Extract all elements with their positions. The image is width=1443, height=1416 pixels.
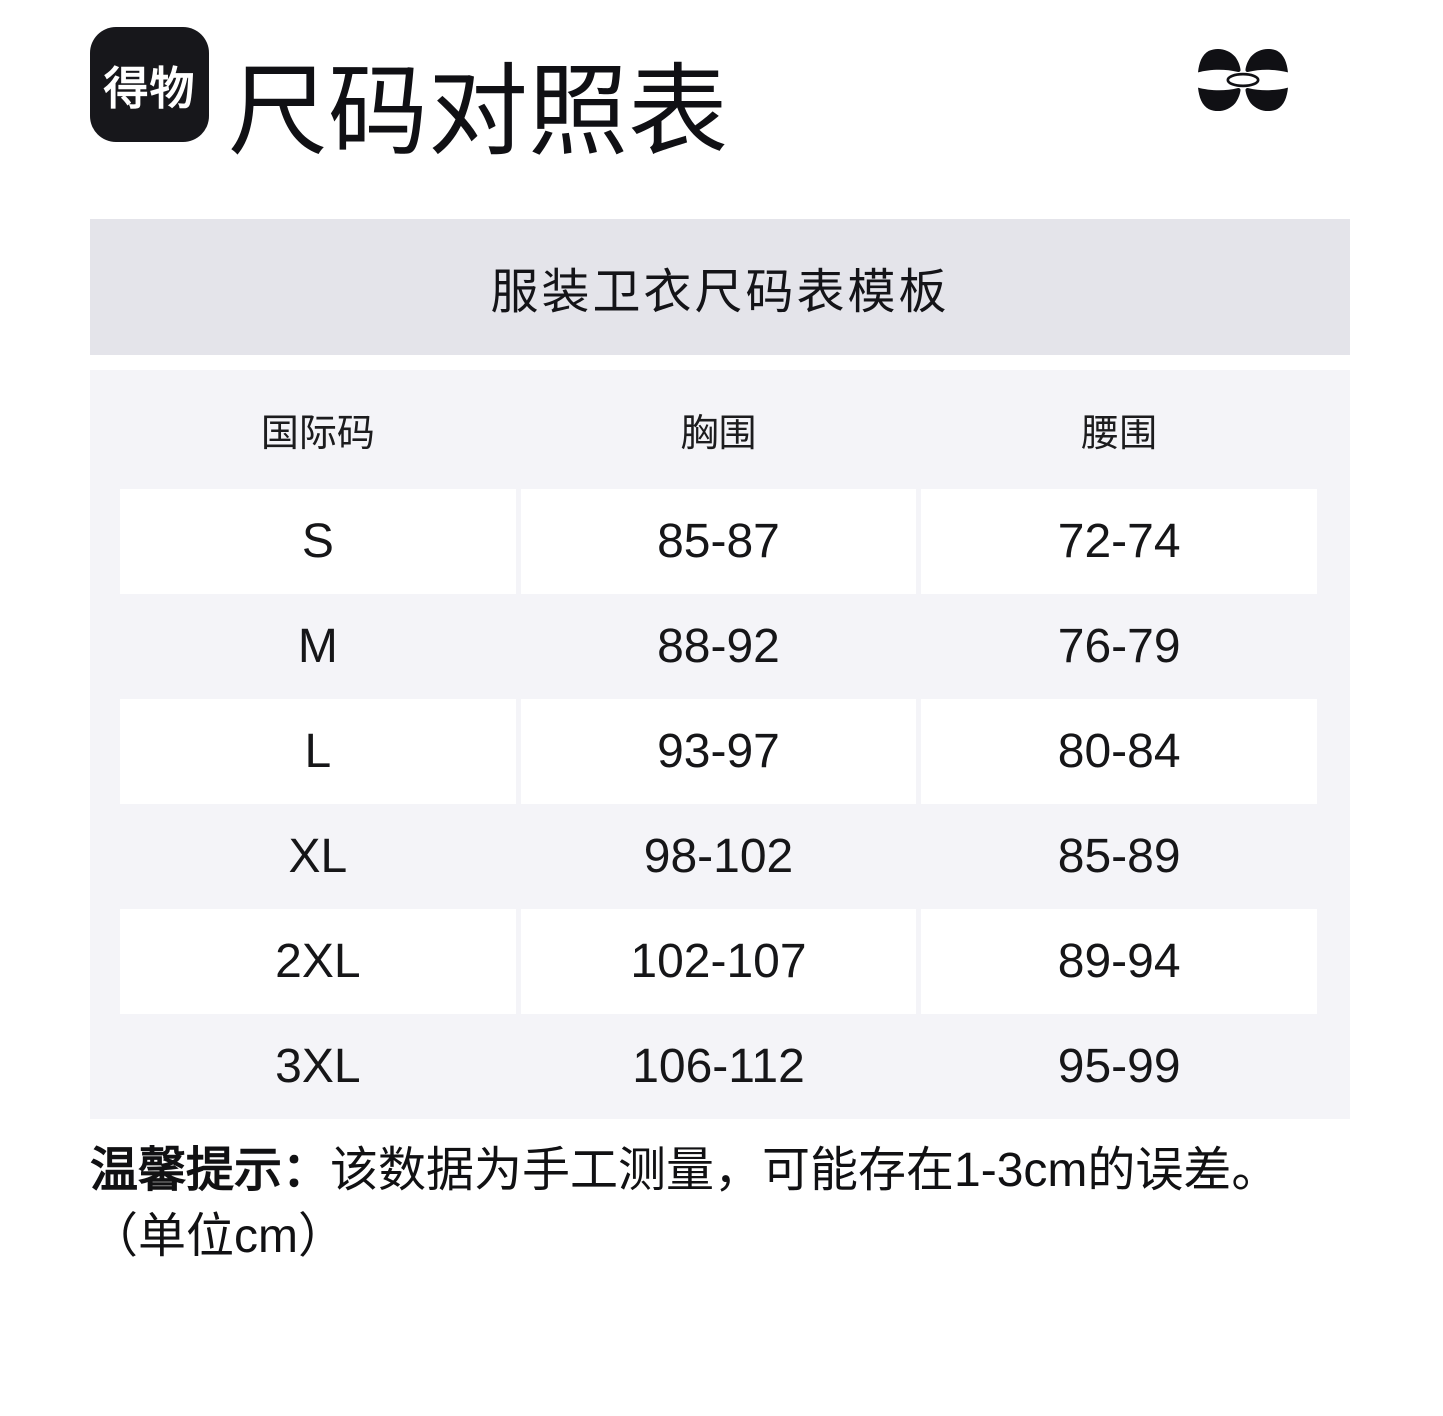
note-line-1: 温馨提示：该数据为手工测量，可能存在1-3cm的误差。	[90, 1142, 1420, 1200]
chest-cell: 85-87	[520, 489, 917, 594]
chest-cell: 88-92	[657, 620, 780, 673]
template-title-bar: 服装卫衣尺码表模板	[90, 219, 1350, 355]
waist-cell: 95-99	[1057, 1040, 1181, 1093]
under-armour-logo-icon	[1194, 47, 1292, 113]
page-title: 尺码对照表	[228, 56, 728, 168]
note-text: 该数据为手工测量，可能存在1-3cm的误差。	[330, 1144, 1280, 1197]
size-cell: S	[120, 489, 516, 594]
chest-cell: 98-102	[643, 830, 794, 883]
size-cell: 3XL	[275, 1040, 361, 1093]
chest-cell: 102-107	[520, 909, 917, 1014]
table-header-row: 国际码 胸围 腰围	[120, 370, 1317, 489]
waist-cell: 72-74	[921, 489, 1317, 594]
template-title: 服装卫衣尺码表模板	[490, 266, 950, 319]
size-cell: M	[297, 620, 338, 673]
dewu-logo: 得物	[90, 27, 209, 142]
size-table-inner: 国际码 胸围 腰围 S 85-87 72-74 M 88-92 76-79 L …	[120, 370, 1317, 1119]
size-table: 国际码 胸围 腰围 S 85-87 72-74 M 88-92 76-79 L …	[90, 370, 1350, 1119]
waist-cell: 76-79	[1057, 620, 1181, 673]
size-cell: XL	[288, 830, 348, 883]
table-row-2xl: 2XL 102-107 89-94	[120, 909, 1317, 1014]
measurement-note: 温馨提示：该数据为手工测量，可能存在1-3cm的误差。 （单位cm）	[90, 1142, 1420, 1266]
table-row-3xl: 3XL 106-112 95-99	[120, 1014, 1317, 1119]
table-row-s: S 85-87 72-74	[120, 489, 1317, 594]
chest-cell: 106-112	[632, 1040, 805, 1093]
table-row-xl: XL 98-102 85-89	[120, 804, 1317, 909]
column-header-waist: 腰围	[1081, 413, 1158, 455]
chest-cell: 93-97	[520, 699, 917, 804]
size-cell: L	[120, 699, 516, 804]
note-unit-line: （单位cm）	[90, 1210, 346, 1263]
column-header-chest: 胸围	[680, 413, 757, 455]
waist-cell: 85-89	[1057, 830, 1181, 883]
column-header-size: 国际码	[260, 413, 375, 455]
waist-cell: 80-84	[921, 699, 1317, 804]
size-cell: 2XL	[120, 909, 516, 1014]
dewu-logo-text: 得物	[103, 63, 196, 114]
table-row-l: L 93-97 80-84	[120, 699, 1317, 804]
note-label: 温馨提示：	[90, 1144, 331, 1197]
waist-cell: 89-94	[921, 909, 1317, 1014]
table-row-m: M 88-92 76-79	[120, 594, 1317, 699]
